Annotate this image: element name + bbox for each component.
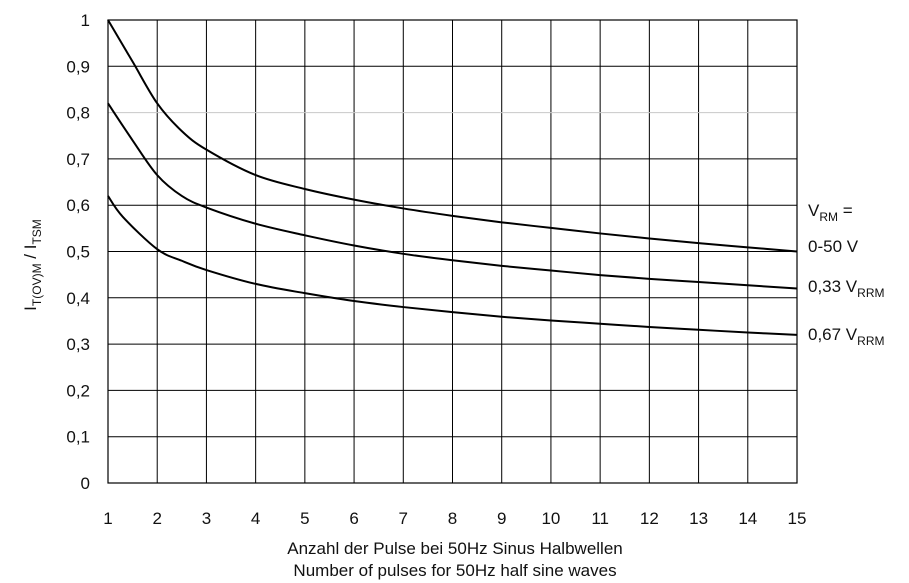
series-label: 0,67 VRRM xyxy=(808,325,884,348)
x-tick-label: 9 xyxy=(497,509,506,528)
x-tick-label: 10 xyxy=(541,509,560,528)
series-line xyxy=(107,195,798,336)
y-tick-label: 0,9 xyxy=(66,57,90,76)
chart-grid xyxy=(107,19,798,484)
x-tick-label: 3 xyxy=(202,509,211,528)
x-tick-label: 2 xyxy=(152,509,161,528)
y-tick-labels: 0 0,1 0,2 0,3 0,4 0,5 0,6 0,7 0,8 0,9 1 xyxy=(66,11,90,493)
series-labels: 0-50 V 0,33 VRRM 0,67 VRRM xyxy=(808,237,884,348)
x-tick-label: 11 xyxy=(591,509,609,528)
legend-header: VRM = xyxy=(808,201,853,224)
x-tick-label: 5 xyxy=(300,509,309,528)
x-tick-label: 13 xyxy=(689,509,708,528)
y-tick-label: 0,4 xyxy=(66,289,90,308)
y-tick-label: 0,8 xyxy=(66,104,90,123)
y-tick-label: 0,7 xyxy=(66,150,90,169)
x-tick-label: 1 xyxy=(103,509,112,528)
series-line xyxy=(107,102,798,290)
y-tick-label: 0,6 xyxy=(66,196,90,215)
x-tick-label: 12 xyxy=(640,509,659,528)
x-tick-label: 8 xyxy=(448,509,457,528)
series-line xyxy=(107,19,798,253)
x-axis-label-line2: Number of pulses for 50Hz half sine wave… xyxy=(293,561,616,580)
x-tick-label: 6 xyxy=(349,509,358,528)
x-tick-label: 7 xyxy=(399,509,408,528)
x-tick-label: 4 xyxy=(251,509,260,528)
chart-curves xyxy=(107,19,798,336)
series-label: 0-50 V xyxy=(808,237,859,256)
x-tick-label: 14 xyxy=(738,509,757,528)
y-tick-label: 0 xyxy=(81,474,90,493)
y-axis-label: IT(OV)M / ITSM xyxy=(21,219,44,311)
x-tick-label: 15 xyxy=(788,509,807,528)
x-axis-label-line1: Anzahl der Pulse bei 50Hz Sinus Halbwell… xyxy=(287,539,622,558)
series-label: 0,33 VRRM xyxy=(808,277,884,300)
y-tick-label: 0,3 xyxy=(66,335,90,354)
y-tick-label: 0,1 xyxy=(66,428,90,447)
y-tick-label: 0,2 xyxy=(66,381,90,400)
y-tick-label: 1 xyxy=(81,11,90,30)
y-tick-label: 0,5 xyxy=(66,243,90,262)
x-tick-labels: 1 2 3 4 5 6 7 8 9 10 11 12 13 14 15 xyxy=(103,509,806,528)
